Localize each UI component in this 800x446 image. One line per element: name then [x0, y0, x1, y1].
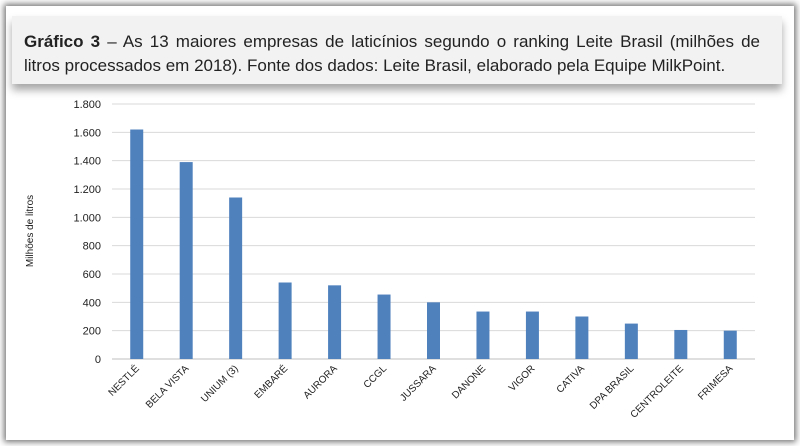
bar: [575, 316, 589, 359]
y-axis: 0 200 400 600 800 1.000 1.200 1.400 1.600 1.800: [73, 99, 101, 366]
bar: [278, 282, 292, 359]
y-tick-label: 1.400: [73, 156, 101, 168]
bar: [624, 323, 638, 359]
x-tick-label: CENTROLEITE: [629, 363, 687, 421]
x-tick-label: BELA VISTA: [144, 363, 192, 411]
caption-label: Gráfico 3: [24, 32, 101, 51]
x-tick-label: AURORA: [302, 363, 340, 401]
x-tick-label: FRIMESA: [696, 363, 735, 402]
bar: [229, 197, 243, 359]
x-tick-label: VIGOR: [507, 363, 538, 394]
x-tick-label: CATIVA: [555, 363, 588, 396]
bar: [674, 329, 688, 359]
y-tick-label: 800: [83, 241, 101, 253]
caption-box: [12, 16, 782, 84]
bar: [427, 302, 440, 359]
bar: [525, 311, 539, 359]
x-tick-label: DPA BRASIL: [588, 363, 637, 412]
bar: [476, 311, 490, 359]
bar: [179, 162, 193, 359]
y-tick-label: 200: [83, 326, 101, 338]
caption-text: – As 13 maiores empresas de laticínios s…: [24, 32, 760, 75]
x-tick-label: DANONE: [450, 363, 488, 401]
y-tick-label: 1.000: [73, 212, 101, 224]
x-tick-label: EMBARÉ: [251, 362, 290, 401]
y-axis-label: Milhões de litros: [25, 195, 36, 267]
bar: [723, 330, 737, 359]
y-tick-label: 0: [95, 354, 101, 366]
x-axis: NESTLÉ BELA VISTA UNIUM (3) EMBARÉ AURORA CCG…: [105, 362, 735, 421]
bar: [377, 294, 391, 359]
x-tick-label: UNIUM (3): [199, 363, 241, 405]
bar: [328, 285, 342, 359]
y-tick-label: 400: [83, 297, 101, 309]
figure-caption: Gráfico 3 – As 13 maiores empresas de la…: [24, 30, 760, 78]
x-tick-label: NESTLÉ: [105, 362, 142, 399]
y-tick-label: 600: [83, 269, 101, 281]
bar: [130, 129, 144, 359]
x-tick-label: JUSSARA: [398, 363, 439, 404]
bars: [130, 129, 737, 359]
y-tick-label: 1.200: [73, 184, 101, 196]
x-tick-label: CCGL: [362, 363, 390, 391]
y-tick-label: 1.600: [73, 127, 101, 139]
y-tick-label: 1.800: [73, 99, 101, 111]
